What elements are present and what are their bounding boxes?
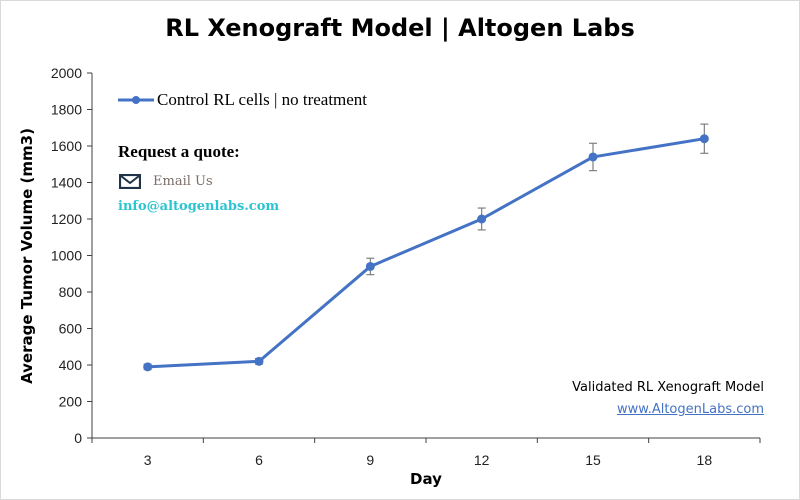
y-tick-label: 1000 xyxy=(51,248,82,264)
y-tick-label: 600 xyxy=(59,321,83,337)
series-line xyxy=(147,137,705,369)
x-tick-label: 12 xyxy=(474,452,490,468)
data-point xyxy=(254,356,264,366)
email-address-link[interactable]: info@altogenlabs.com xyxy=(118,199,280,214)
y-tick-label: 0 xyxy=(74,430,82,446)
legend-label: Control RL cells | no treatment xyxy=(157,90,368,109)
validated-model-note: Validated RL Xenograft Model xyxy=(572,380,764,395)
y-tick-label: 1400 xyxy=(51,175,82,191)
x-axis-label: Day xyxy=(410,470,442,488)
y-tick-label: 1200 xyxy=(51,211,82,227)
data-point xyxy=(588,152,598,162)
x-tick-label: 6 xyxy=(255,452,263,468)
y-tick-label: 1800 xyxy=(51,102,82,118)
x-tick-label: 9 xyxy=(366,452,374,468)
x-tick-label: 3 xyxy=(144,452,152,468)
x-tick-label: 15 xyxy=(585,452,601,468)
chart-title: RL Xenograft Model | Altogen Labs xyxy=(165,14,635,42)
website-link[interactable]: www.AltogenLabs.com xyxy=(616,402,764,417)
y-tick-label: 1600 xyxy=(51,138,82,154)
legend: Control RL cells | no treatment xyxy=(118,90,367,110)
y-tick-label: 400 xyxy=(59,357,83,373)
request-quote-heading: Request a quote: xyxy=(118,142,240,161)
data-point xyxy=(365,261,375,271)
legend-marker-icon xyxy=(118,96,154,104)
y-tick-label: 2000 xyxy=(51,65,82,81)
y-tick-label: 800 xyxy=(59,284,83,300)
email-us-link[interactable]: Email Us xyxy=(119,174,213,189)
data-point xyxy=(699,134,709,144)
data-point xyxy=(477,214,487,224)
x-tick-label: 18 xyxy=(697,452,713,468)
envelope-icon xyxy=(119,174,141,189)
email-us-label: Email Us xyxy=(153,174,213,189)
data-point xyxy=(143,362,153,372)
y-tick-label: 200 xyxy=(59,394,83,410)
